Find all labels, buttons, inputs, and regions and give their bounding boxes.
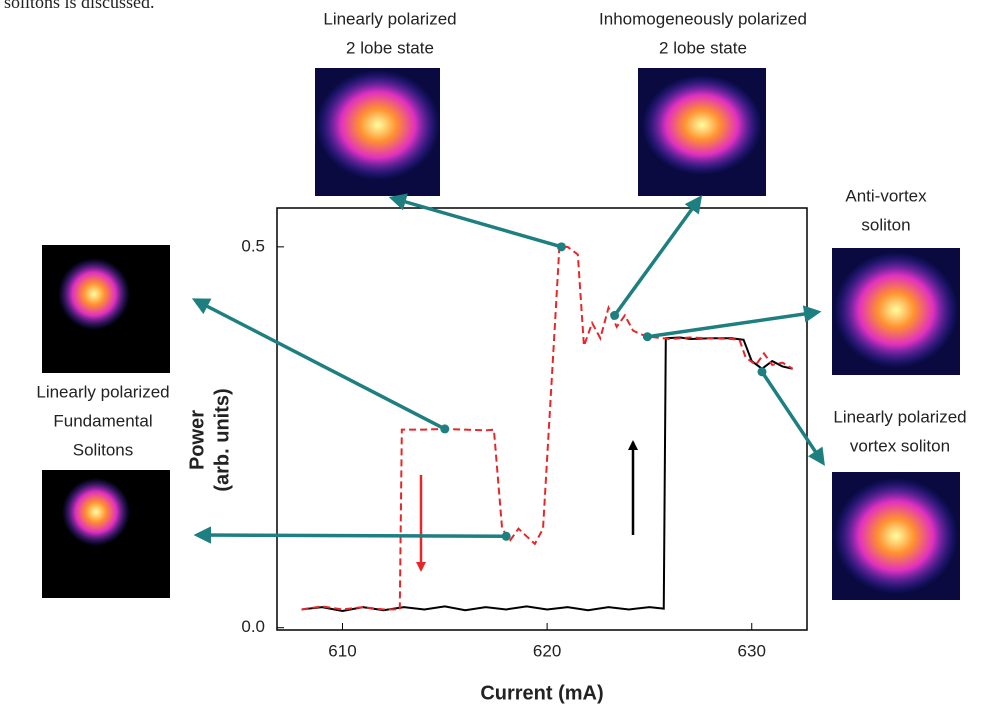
y-tick-label: 0.5 xyxy=(241,236,265,255)
y-axis-label: Power xyxy=(186,410,208,470)
annotation: Solitons xyxy=(73,440,133,459)
pointer-arrow xyxy=(615,198,700,315)
annotation: Linearly polarized xyxy=(833,407,966,426)
annotation: 2 lobe state xyxy=(659,38,747,57)
annotation: Inhomogeneously polarized xyxy=(599,9,807,28)
pointer-arrow xyxy=(197,535,506,536)
annotation: Linearly polarized xyxy=(36,382,169,401)
chart: solitons is discussed. 610 620 630 0.0 0.5 Cu… xyxy=(0,0,994,712)
x-tick-label: 610 xyxy=(328,641,356,660)
mode-images xyxy=(42,68,960,600)
cut-text: solitons is discussed. xyxy=(4,0,155,12)
y-axis-label: (arb. units) xyxy=(211,388,233,491)
annotation: vortex soliton xyxy=(850,436,950,455)
x-tick-label: 620 xyxy=(533,641,561,660)
annotation: Anti-vortex xyxy=(845,186,927,205)
state-point xyxy=(557,242,566,251)
annotation: Fundamental xyxy=(53,411,152,430)
pointer-arrow xyxy=(762,372,823,463)
y-tick-label: 0.0 xyxy=(241,617,265,636)
state-point xyxy=(440,424,449,433)
pointer-arrow xyxy=(392,198,561,247)
data-line xyxy=(302,247,793,610)
x-axis-label: Current (mA) xyxy=(480,682,603,704)
annotation: 2 lobe state xyxy=(346,38,434,57)
state-point xyxy=(502,532,511,541)
state-point xyxy=(757,367,766,376)
data-line xyxy=(302,337,793,610)
state-point xyxy=(643,332,652,341)
pointer-arrow xyxy=(647,312,818,337)
annotation: soliton xyxy=(861,215,910,234)
state-point xyxy=(610,311,619,320)
plot-frame xyxy=(277,208,807,630)
x-tick-label: 630 xyxy=(738,641,766,660)
annotation: Linearly polarized xyxy=(323,9,456,28)
